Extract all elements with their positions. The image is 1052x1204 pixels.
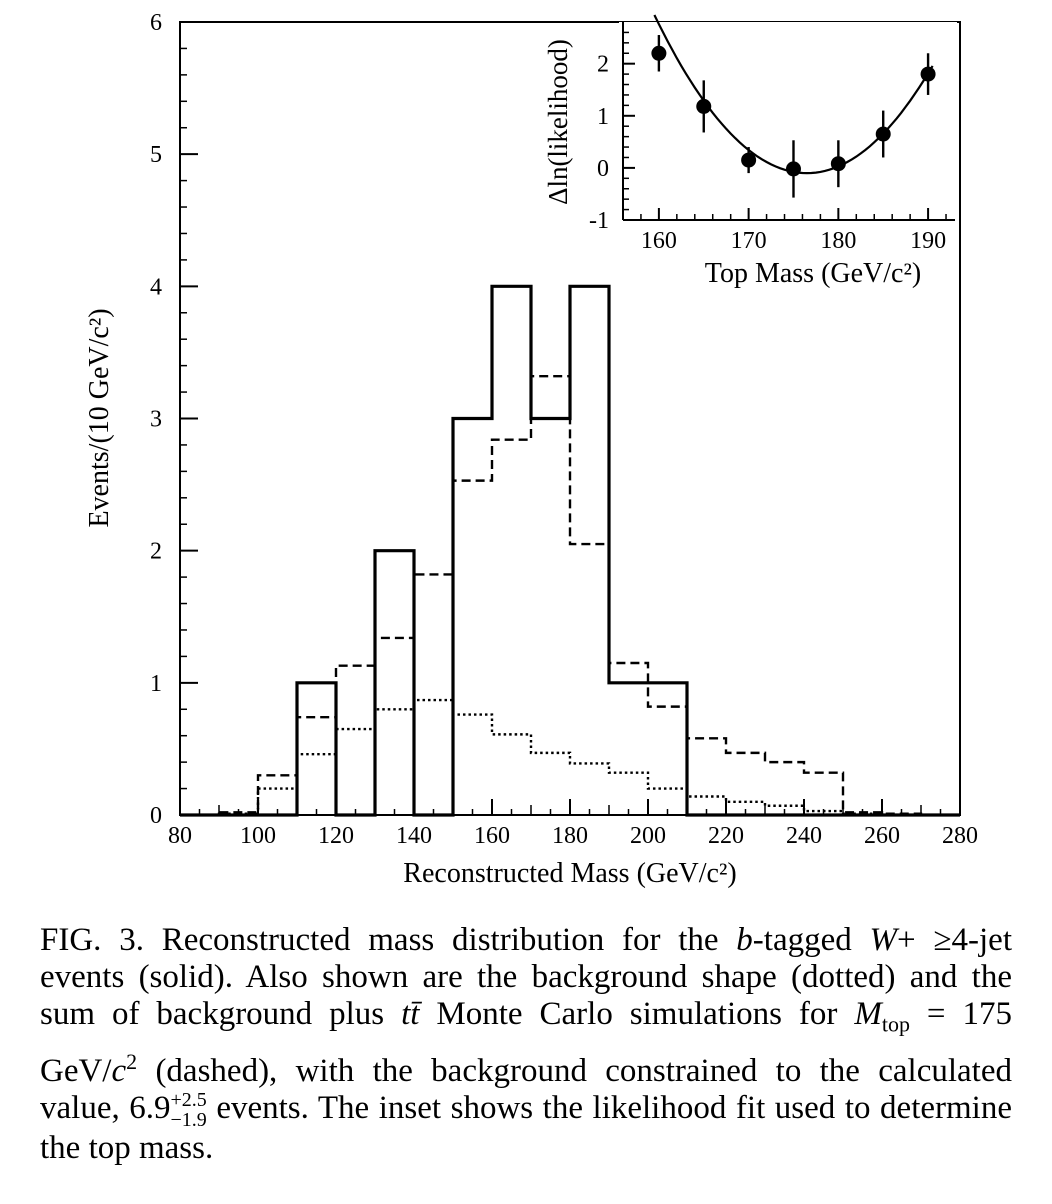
data-point <box>920 66 936 82</box>
y-tick-label: 3 <box>150 407 162 433</box>
y-tick-label: 5 <box>150 142 162 168</box>
histogram-solid <box>180 284 960 817</box>
x-tick-label: 80 <box>168 823 192 849</box>
y-tick-label: 6 <box>150 10 162 36</box>
x-tick-label: 140 <box>396 823 432 849</box>
x-tick-label: 120 <box>318 823 354 849</box>
x-tick-label: 100 <box>240 823 276 849</box>
x-tick-label: 160 <box>474 823 510 849</box>
data-point <box>741 152 757 168</box>
x-tick-label: 200 <box>630 823 666 849</box>
figure-caption: FIG. 3. Reconstructed mass distribution … <box>40 922 1012 1167</box>
y-tick-label: 4 <box>150 274 162 300</box>
y-axis-label: Events/(10 GeV/c²) <box>84 308 115 527</box>
inset-x-tick-label: 170 <box>731 228 767 254</box>
y-tick-label: 2 <box>150 539 162 565</box>
inset-x-tick-label: 180 <box>820 228 856 254</box>
inset-chart: 160 170 180 190 -1 0 1 2 Top Mass (GeV/c²) Δln(li… <box>543 14 957 289</box>
x-tick-label: 220 <box>708 823 744 849</box>
x-tick-label: 280 <box>942 823 978 849</box>
inset-y-tick-label: 1 <box>597 104 609 130</box>
inset-y-tick-label: 2 <box>597 52 609 78</box>
inset-x-axis-label: Top Mass (GeV/c²) <box>705 258 921 289</box>
inset-x-tick-label: 190 <box>910 228 946 254</box>
histogram-dotted <box>180 698 960 817</box>
x-tick-label: 180 <box>552 823 588 849</box>
inset-y-tick-label: -1 <box>589 208 609 234</box>
inset-y-tick-label: 0 <box>597 156 609 182</box>
figure: 80 100 120 140 160 180 200 220 240 260 2800123456R… <box>84 10 978 889</box>
histogram-dashed <box>180 375 960 817</box>
inset-background <box>619 22 957 280</box>
main-chart: 80 100 120 140 160 180 200 220 240 260 2800123456R… <box>84 10 978 889</box>
y-tick-label: 1 <box>150 671 162 697</box>
error-bounds: +2.5 −1.9 <box>170 1089 207 1132</box>
data-point <box>651 45 667 61</box>
inset-y-axis-label: Δln(likelihood) <box>543 39 573 205</box>
inset-x-tick-label: 160 <box>641 228 677 254</box>
x-tick-label: 260 <box>864 823 900 849</box>
data-point <box>696 98 712 114</box>
caption-label: FIG. 3. <box>40 922 144 958</box>
x-axis-label: Reconstructed Mass (GeV/c²) <box>403 858 736 889</box>
y-tick-label: 0 <box>150 803 162 829</box>
x-tick-label: 240 <box>786 823 822 849</box>
data-point <box>875 126 891 142</box>
data-point <box>785 161 801 177</box>
data-point <box>830 156 846 172</box>
